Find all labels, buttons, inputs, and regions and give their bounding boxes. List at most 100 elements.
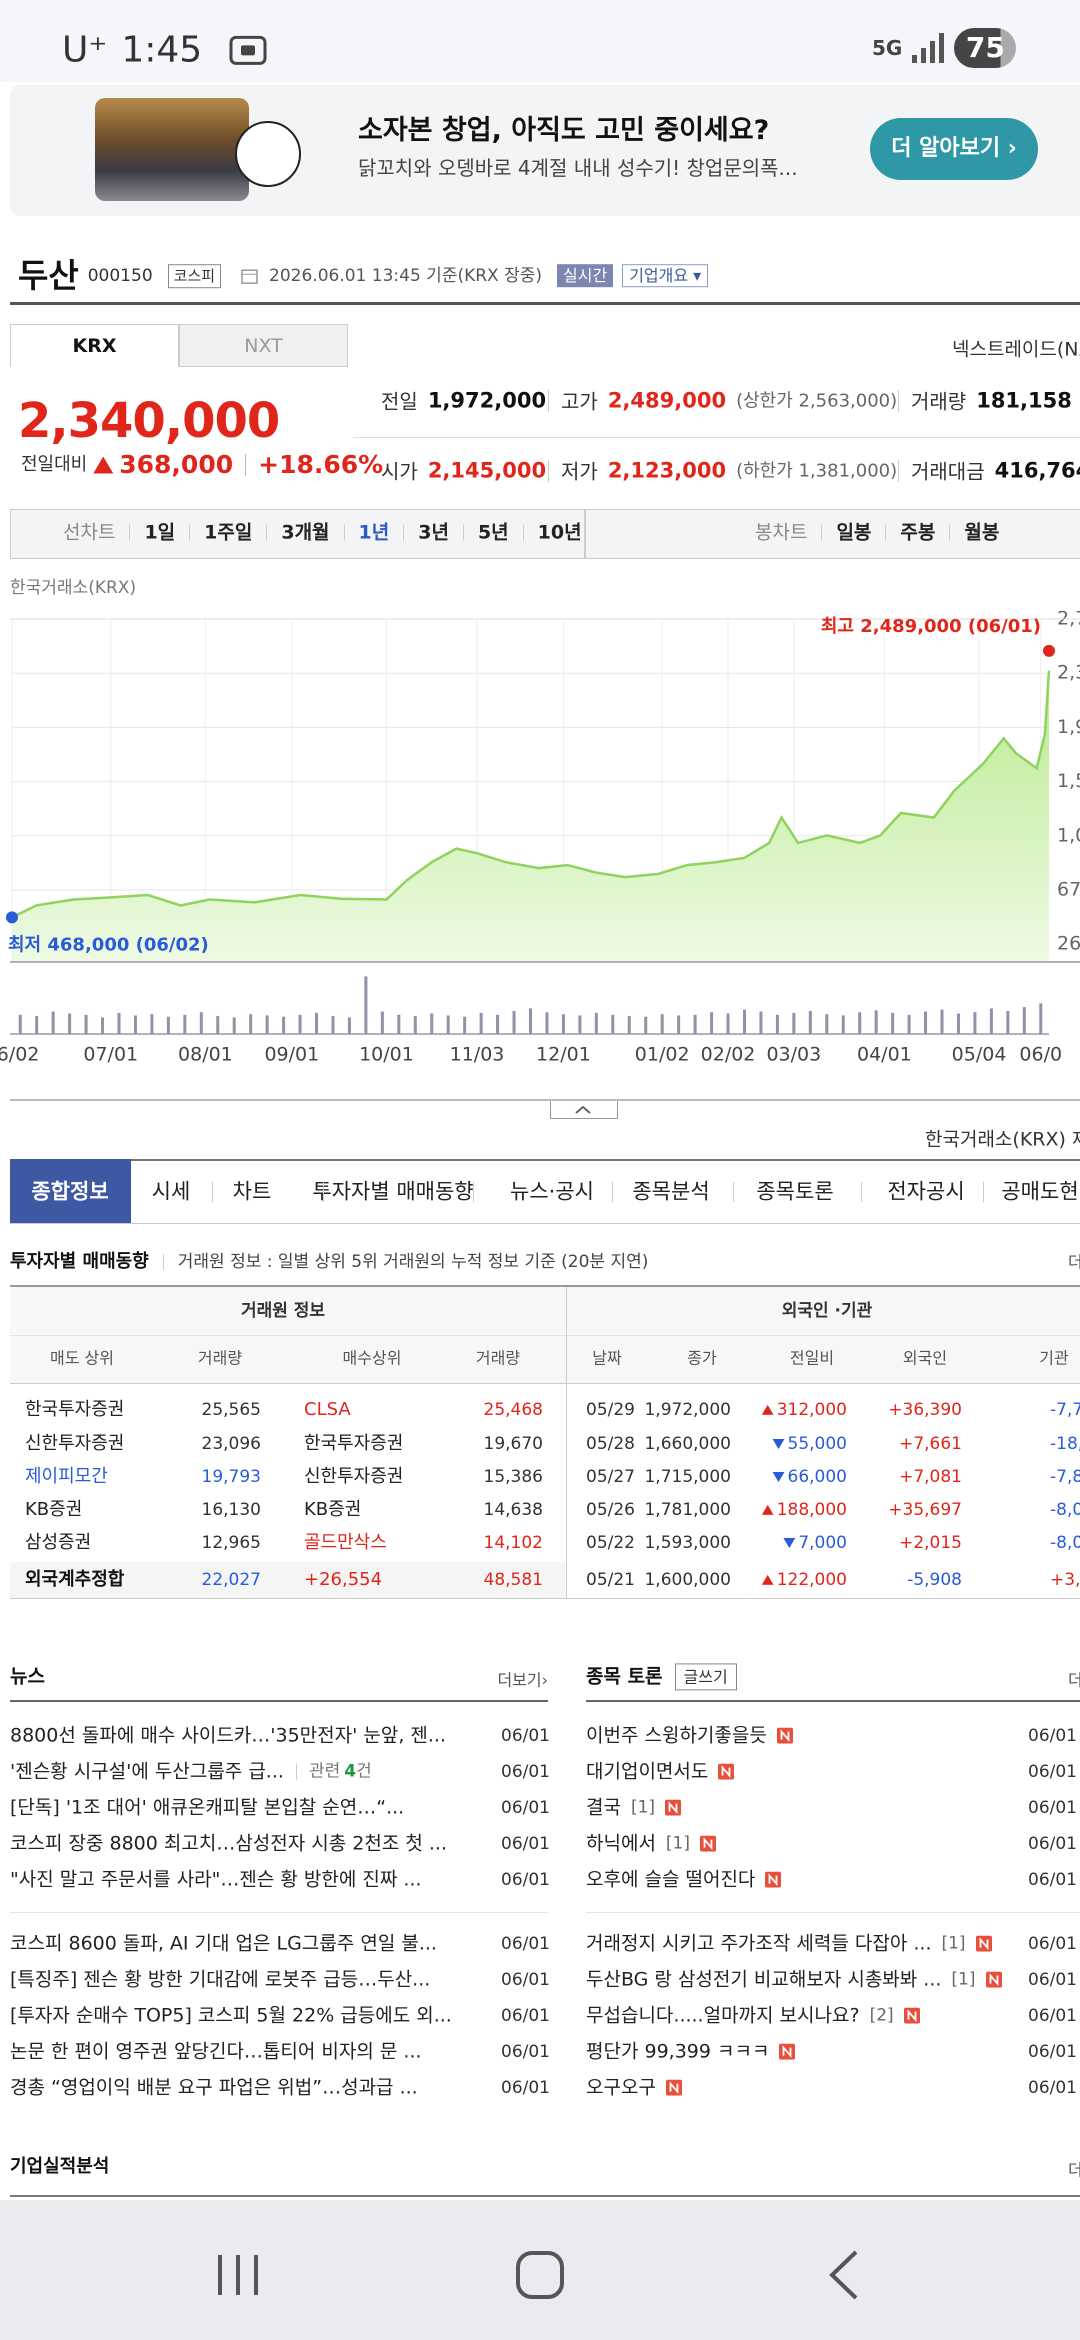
icon-frame xyxy=(229,35,267,65)
nav-divider xyxy=(472,1182,474,1202)
timestamp: 2026.06.01 13:45 기준(KRX 장중) xyxy=(269,265,543,286)
home-button[interactable] xyxy=(516,2251,564,2299)
discussion-title: 대기업이면서도 xyxy=(586,1760,709,1783)
discussion-item[interactable]: 두산BG 랑 삼성전기 비교해보자 시총봐봐 ... [1] xyxy=(586,1969,1002,1992)
period-option[interactable]: 주봉 xyxy=(900,521,936,544)
discussion-title: 오구오구 xyxy=(586,2076,656,2099)
period-option[interactable]: 월봉 xyxy=(964,521,1000,544)
related-count: 관련 4건 xyxy=(309,1762,372,1782)
discussion-item[interactable]: 하닉에서 [1] xyxy=(586,1833,717,1856)
investor-more[interactable]: 더 xyxy=(1068,1252,1080,1272)
quote-value: 1,972,000 xyxy=(427,388,547,413)
discussion-date: 06/01 xyxy=(1028,1725,1077,1746)
triangle-up xyxy=(93,456,114,474)
discussion-date: 06/01 xyxy=(1028,2005,1077,2026)
period-option[interactable]: 1년 xyxy=(358,521,390,544)
discussion-more[interactable]: 더 xyxy=(1068,1670,1080,1690)
period-option[interactable]: 일봉 xyxy=(836,521,872,544)
discussion-item[interactable]: 대기업이면서도 xyxy=(586,1760,735,1784)
volume-bar xyxy=(413,1016,417,1034)
news-date: 06/01 xyxy=(501,1761,550,1782)
write-button[interactable]: 글쓰기 xyxy=(674,1663,737,1691)
nav-tab[interactable]: 뉴스·공시 xyxy=(510,1179,594,1204)
period-option[interactable]: 1일 xyxy=(144,521,176,544)
period-option[interactable]: 3개월 xyxy=(281,521,330,544)
x-tick-label: 10/01 xyxy=(359,1044,414,1066)
nav-tab[interactable]: 종합정보 xyxy=(31,1179,109,1204)
nav-tab[interactable]: 전자공시 xyxy=(887,1179,965,1204)
news-item[interactable]: '젠슨황 시구설'에 두산그룹주 급... 관련 4건 xyxy=(10,1761,372,1784)
triangle-up xyxy=(761,1404,774,1416)
x-tick-label: 07/01 xyxy=(83,1044,138,1066)
candle-chart-options: 봉차트 일봉 주봉 월봉 xyxy=(755,522,999,545)
news-item[interactable]: [투자자 순매수 TOP5] 코스피 5월 22% 급등에도 외... xyxy=(10,2005,452,2028)
discussion-item[interactable]: 평단가 99,399 ㅋㅋㅋ xyxy=(586,2041,796,2064)
period-option[interactable]: 5년 xyxy=(477,521,509,544)
news-item[interactable]: 경총 “영업이익 배분 요구 파업은 위법”…성과급 ... xyxy=(10,2077,418,2100)
triangle-down xyxy=(772,1438,785,1450)
news-item[interactable]: 논문 한 편이 영주권 앞당긴다…톱티어 비자의 문 ... xyxy=(10,2041,422,2064)
nav-divider xyxy=(733,1182,734,1202)
news-item[interactable]: [단독] '1조 대어' 애큐온캐피탈 본입찰 순연…“... xyxy=(10,1797,404,1820)
option-divider xyxy=(462,524,464,541)
period-option[interactable]: 1주일 xyxy=(204,521,253,544)
broker-name: 외국계추정합 xyxy=(25,1569,125,1591)
quote-label: 시가 xyxy=(381,459,418,483)
broker-name: 신한투자증권 xyxy=(304,1466,404,1488)
news-item[interactable]: 코스피 8600 돌파, AI 기대 업은 LG그룹주 연일 불... xyxy=(10,1933,437,1956)
exchange-tab[interactable]: KRX xyxy=(10,324,179,367)
news-title: 경총 “영업이익 배분 요구 파업은 위법”…성과급 ... xyxy=(10,2076,418,2099)
earnings-more[interactable]: 더 xyxy=(1068,2160,1080,2180)
trade-date: 05/27 xyxy=(586,1466,635,1487)
broker-volume: 16,130 xyxy=(201,1499,261,1520)
ad-button[interactable]: 더 알아보기 › xyxy=(870,118,1038,180)
news-item[interactable]: [특징주] 젠슨 황 방한 기대감에 로봇주 급등…두산... xyxy=(10,1969,430,1992)
broker-name: KB증권 xyxy=(304,1499,362,1521)
discussion-item[interactable]: 오구오구 xyxy=(586,2077,682,2100)
volume-bar xyxy=(249,1014,253,1034)
discussion-title: 거래정지 시키고 주가조작 세력들 다잡아 ... xyxy=(586,1932,932,1955)
nav-divider xyxy=(983,1182,984,1202)
column-header: 거래량 xyxy=(475,1348,521,1368)
news-more[interactable]: 더보기› xyxy=(497,1670,548,1690)
news-item[interactable]: 8800선 돌파에 매수 사이드카…'35만전자' 눈앞, 젠... xyxy=(10,1725,446,1748)
nav-tab[interactable]: 종목분석 xyxy=(632,1179,710,1204)
volume-bar xyxy=(693,1014,697,1034)
volume-bar xyxy=(446,1015,450,1034)
foreign-header: 외국인 ·기관 xyxy=(781,1300,873,1321)
volume-bar xyxy=(380,1011,384,1034)
new-badge xyxy=(779,2043,796,2060)
volume-bar xyxy=(84,1014,88,1034)
volume-bar xyxy=(775,1014,779,1034)
nav-tab[interactable]: 시세 xyxy=(151,1179,191,1204)
period-option[interactable]: 10년 xyxy=(537,521,582,544)
discussion-item[interactable]: 거래정지 시키고 주가조작 세력들 다잡아 ... [1] xyxy=(586,1933,992,1956)
table-head-rule xyxy=(10,1335,1080,1336)
news-item[interactable]: 코스피 장중 8800 최고치…삼성전자 시총 2천조 첫 ... xyxy=(10,1833,447,1856)
table-column-divider xyxy=(566,1287,567,1598)
battery: 75 xyxy=(954,28,1017,68)
volume-bar xyxy=(479,1012,483,1034)
change-value: 188,000 xyxy=(776,1499,847,1520)
discussion-item[interactable]: 무섭습니다.....얼마까지 보시나요? [2] xyxy=(586,2005,920,2028)
quote-label: 전일 xyxy=(381,389,418,413)
triangle-down xyxy=(772,1471,785,1483)
exchange-tab[interactable]: NXT xyxy=(179,324,348,367)
volume-bar xyxy=(265,1015,269,1034)
new-badge xyxy=(776,1727,793,1744)
nav-tab[interactable]: 차트 xyxy=(232,1179,272,1204)
realtime-badge[interactable]: 실시간 xyxy=(557,264,614,288)
discussion-item[interactable]: 이번주 스윙하기좋을듯 xyxy=(586,1725,793,1748)
recent-apps-button[interactable] xyxy=(218,2255,258,2295)
nav-tab[interactable]: 투자자별 매매동향 xyxy=(312,1179,474,1204)
news-item[interactable]: "사진 말고 주문서를 사라"…젠슨 황 방한에 진짜 ... xyxy=(10,1869,422,1892)
volume-bar xyxy=(1006,1010,1010,1034)
period-option[interactable]: 3년 xyxy=(418,521,449,544)
collapse-button[interactable] xyxy=(550,1101,618,1119)
company-info-button[interactable]: 기업개요 ▾ xyxy=(622,264,709,288)
back-button[interactable] xyxy=(829,2250,858,2300)
discussion-item[interactable]: 결국 [1] xyxy=(586,1797,682,1820)
discussion-item[interactable]: 오후에 슬슬 떨어진다 xyxy=(586,1869,782,1892)
nav-tab[interactable]: 종목토론 xyxy=(756,1179,834,1204)
nav-tab[interactable]: 공매도현 xyxy=(1001,1179,1079,1204)
